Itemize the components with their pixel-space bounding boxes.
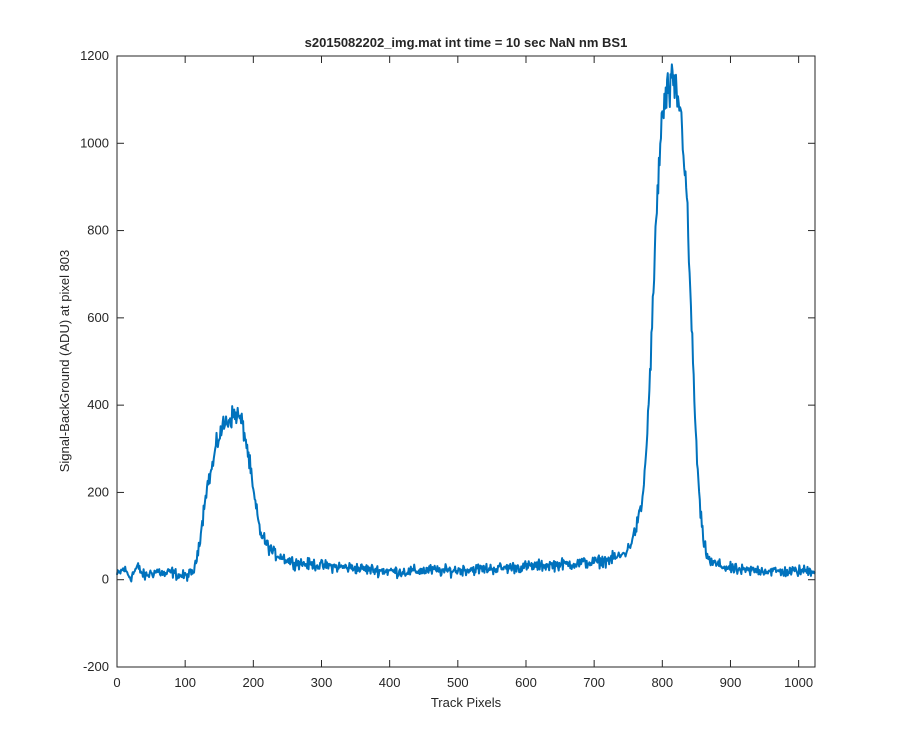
y-tick-label-2: 200	[87, 484, 109, 499]
axes-box	[116, 55, 816, 668]
y-tick-label-0: -200	[83, 659, 109, 674]
x-tick-label-9: 900	[720, 675, 742, 690]
series-layer	[116, 63, 816, 583]
y-axis-label: Signal-BackGround (ADU) at pixel 803	[57, 250, 72, 473]
chart-title: s2015082202_img.mat int time = 10 sec Na…	[305, 35, 628, 50]
x-tick-label-5: 500	[447, 675, 469, 690]
x-tick-label-7: 700	[583, 675, 605, 690]
y-tick-label-5: 800	[87, 223, 109, 238]
y-tick-label-7: 1200	[80, 48, 109, 63]
x-tick-label-10: 1000	[784, 675, 813, 690]
x-tick-label-8: 800	[651, 675, 673, 690]
y-tick-label-3: 400	[87, 397, 109, 412]
x-tick-label-6: 600	[515, 675, 537, 690]
series-line-0	[116, 63, 816, 583]
plot-area	[117, 56, 815, 667]
x-tick-label-3: 300	[311, 675, 333, 690]
x-tick-label-2: 200	[242, 675, 264, 690]
x-axis-label: Track Pixels	[431, 695, 502, 710]
y-tick-label-6: 1000	[80, 135, 109, 150]
x-tick-label-1: 100	[174, 675, 196, 690]
y-tick-label-1: 0	[102, 572, 109, 587]
x-tick-label-0: 0	[113, 675, 120, 690]
y-tick-label-4: 600	[87, 310, 109, 325]
x-tick-label-4: 400	[379, 675, 401, 690]
tick-label-layer: 0 100 200 300 400 500 600 700 800 900 1000 -200 0 200…	[80, 48, 813, 690]
